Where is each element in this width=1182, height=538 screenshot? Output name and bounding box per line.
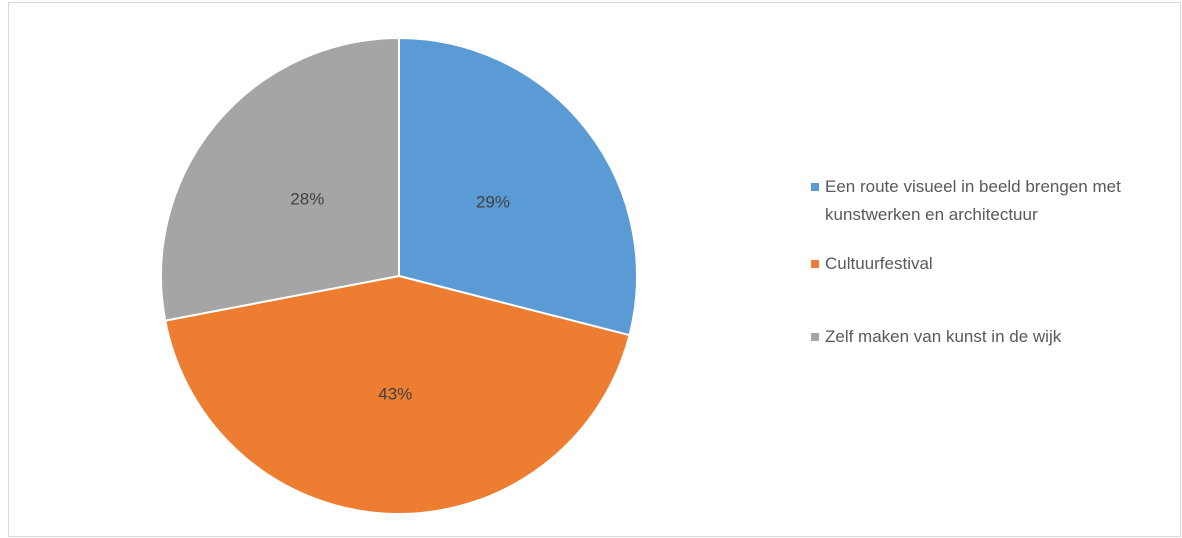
legend-label: Cultuurfestival <box>825 254 933 273</box>
legend-item: Een route visueel in beeld brengen met k… <box>811 173 1165 229</box>
legend-item: Cultuurfestival <box>811 250 1165 278</box>
pie-slice <box>398 36 638 337</box>
legend-swatch <box>811 333 819 341</box>
data-label: 28% <box>290 190 324 209</box>
pie-slice <box>164 274 631 515</box>
legend-label: Zelf maken van kunst in de wijk <box>825 327 1062 346</box>
data-label: 43% <box>378 384 412 403</box>
pie-slice <box>160 36 400 322</box>
legend-swatch <box>811 183 819 191</box>
chart-border <box>8 2 1181 537</box>
legend-label: Een route visueel in beeld brengen met k… <box>825 177 1121 224</box>
legend-item: Zelf maken van kunst in de wijk <box>811 323 1165 351</box>
legend-swatch <box>811 260 819 268</box>
data-label: 29% <box>476 193 510 212</box>
